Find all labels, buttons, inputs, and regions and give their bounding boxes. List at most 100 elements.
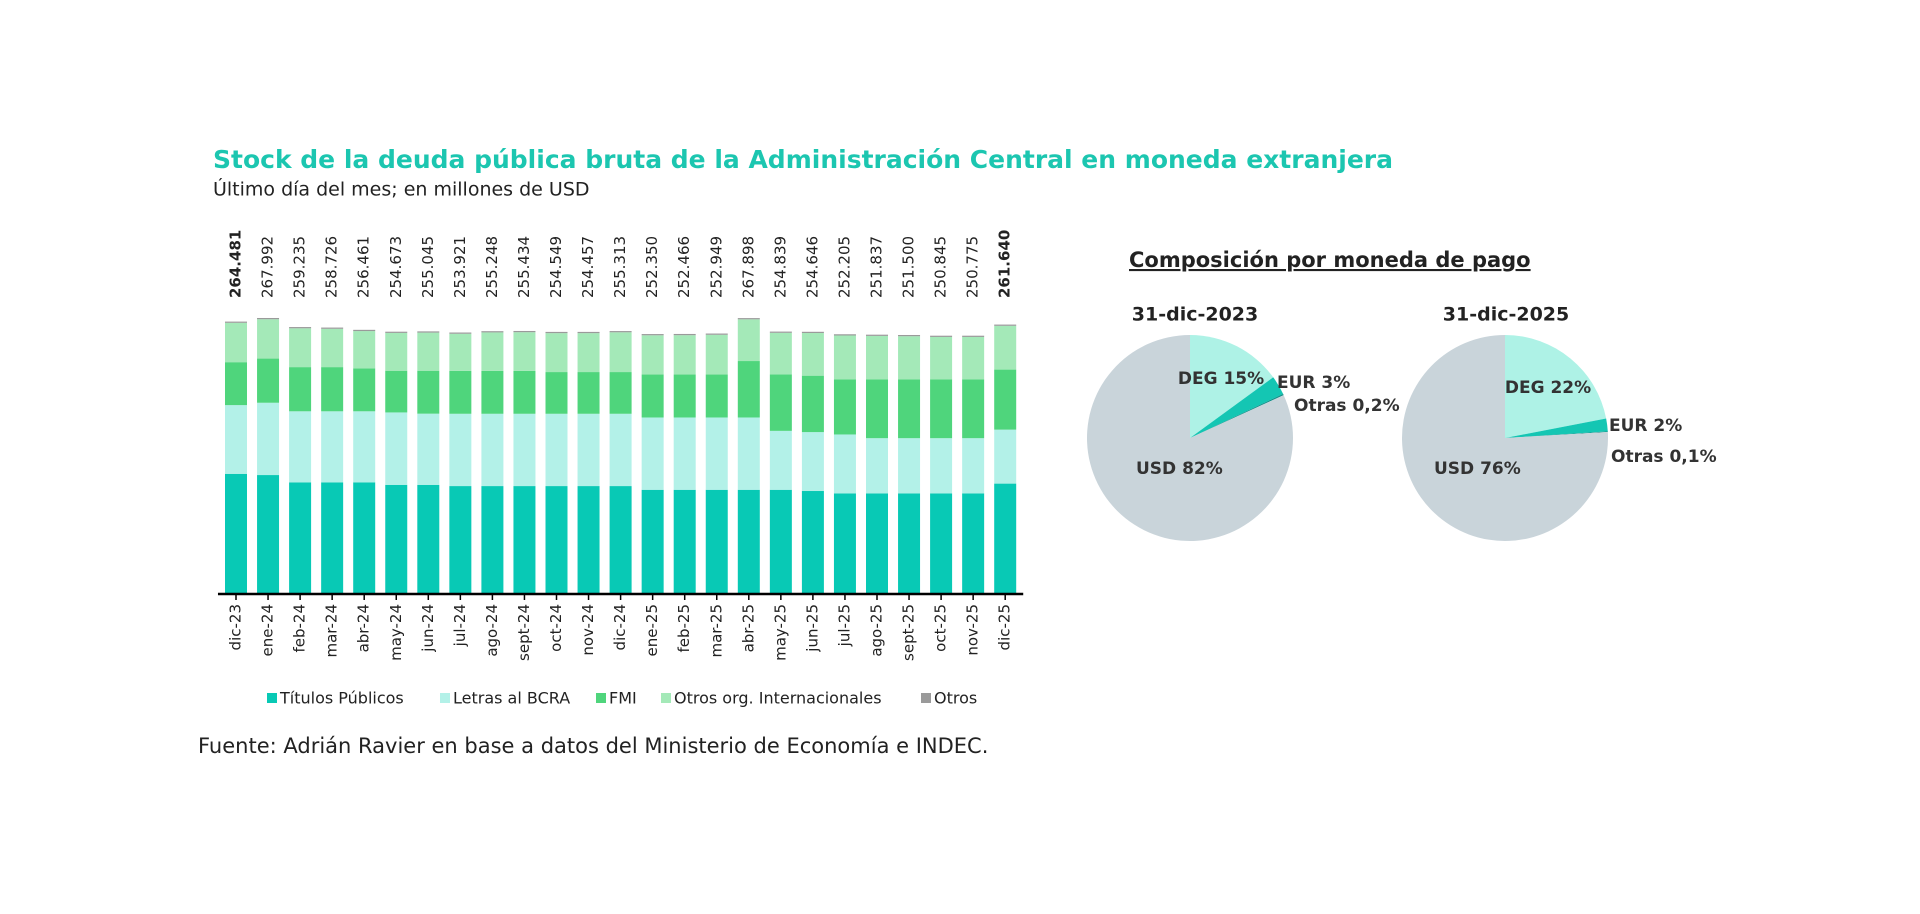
bar-segment [353, 411, 376, 483]
bar-segment [962, 336, 985, 380]
bar-segment [705, 489, 728, 594]
bar-segment [866, 493, 888, 594]
bar-segment [321, 411, 344, 483]
bar-segment [930, 493, 953, 594]
bar-segment [481, 413, 504, 487]
bar-segment [769, 331, 792, 333]
x-tick-label: dic-25 [996, 604, 1014, 650]
total-label: 251.837 [868, 236, 886, 298]
bar-segment [705, 417, 728, 490]
bar-segment [898, 336, 921, 380]
total-label: 256.461 [355, 236, 373, 298]
bar-segment [449, 486, 472, 594]
bar-segment [673, 333, 696, 336]
bar-segment [737, 417, 760, 490]
slice-label: Otras 0,2% [1294, 396, 1400, 416]
total-label: 250.845 [932, 236, 950, 298]
total-label: 254.839 [771, 236, 789, 298]
bar-segment [769, 489, 792, 594]
slice-label: EUR 2% [1609, 416, 1682, 436]
total-label: 252.466 [675, 236, 693, 298]
bar-segment [545, 486, 568, 594]
chart-subtitle: Último día del mes; en millones de USD [213, 177, 590, 201]
x-tick-label: ago-24 [483, 604, 501, 657]
pie-slice [1505, 335, 1607, 438]
bar-segment [898, 379, 921, 439]
pie-slice [1401, 335, 1608, 541]
bar-segment [641, 374, 664, 418]
pie-title: 31-dic-2023 [1132, 304, 1258, 326]
slice-label: USD 82% [1136, 459, 1223, 479]
bar-segment [930, 379, 953, 439]
bar-segment [801, 375, 824, 433]
total-label: 261.640 [996, 230, 1014, 298]
total-label: 252.350 [643, 236, 661, 298]
bar-segment [513, 413, 536, 487]
total-label: 254.457 [579, 236, 597, 298]
bar-segment [481, 370, 504, 414]
slice-label: EUR 3% [1277, 373, 1350, 393]
x-tick-label: ene-25 [643, 604, 661, 656]
legend-label: Otros org. Internacionales [674, 689, 882, 708]
bar-segment [449, 413, 472, 487]
total-label: 252.205 [835, 236, 853, 298]
x-tick-label: feb-24 [291, 604, 309, 653]
x-tick-label: nov-24 [579, 604, 597, 656]
bar-segment [737, 319, 760, 362]
bar-segment [225, 473, 247, 594]
slice-label: Otras 0,1% [1611, 447, 1717, 467]
bar-segment [257, 317, 280, 320]
pie-slice [1505, 431, 1608, 438]
bar-segment [417, 331, 440, 333]
x-tick-label: jun-25 [803, 604, 821, 653]
bar-segment [641, 489, 664, 594]
legend-swatch [596, 693, 606, 703]
legend-label: Otros [934, 689, 977, 708]
bar-segment [289, 411, 312, 483]
bar-segment [353, 482, 376, 594]
bar-segment [737, 489, 760, 594]
bar-segment [705, 374, 728, 418]
pie-title: 31-dic-2025 [1443, 304, 1569, 326]
pie-slice [1505, 418, 1608, 438]
bar-segment [930, 438, 953, 494]
source: Fuente: Adrián Ravier en base a datos de… [198, 734, 988, 758]
total-label: 254.646 [803, 236, 821, 298]
bar-segment [353, 368, 376, 412]
bar-segment [994, 325, 1017, 370]
bar-segment [385, 331, 408, 333]
legend-label: Letras al BCRA [453, 689, 570, 708]
bar-segment [577, 413, 600, 487]
x-tick-label: feb-25 [675, 604, 693, 653]
bar-segment [353, 329, 376, 332]
x-tick-label: oct-24 [547, 604, 565, 652]
x-tick-label: dic-24 [611, 604, 629, 650]
bar-segment [673, 374, 696, 418]
bar-segment [385, 370, 408, 413]
x-tick-label: dic-23 [227, 604, 245, 650]
bar-segment [994, 429, 1017, 484]
bar-segment [385, 484, 408, 594]
bar-segment [609, 413, 632, 487]
x-tick-label: mar-25 [707, 604, 725, 658]
bar-segment [866, 335, 888, 380]
bar-segment [609, 332, 632, 373]
legend-swatch [921, 693, 931, 703]
bar-segment [962, 335, 985, 337]
bar-segment [705, 334, 728, 375]
bar-segment [353, 331, 376, 369]
bar-segment [673, 335, 696, 375]
bar-segment [449, 332, 472, 334]
bar-segment [417, 484, 440, 594]
bar-segment [289, 327, 312, 329]
bar-segment [385, 332, 408, 371]
bar-segment [833, 334, 856, 336]
bar-segment [545, 372, 568, 414]
slice-label: DEG 22% [1505, 378, 1591, 398]
x-tick-label: nov-25 [964, 604, 982, 656]
legend-swatch [267, 693, 277, 703]
bar-segment [641, 334, 664, 336]
legend-swatch [661, 693, 671, 703]
